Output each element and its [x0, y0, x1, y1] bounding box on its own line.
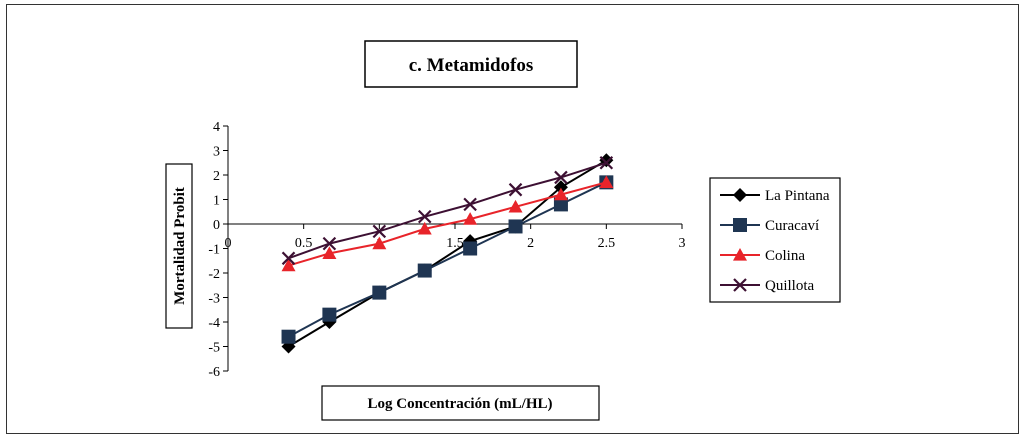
legend-label: Colina	[765, 248, 805, 264]
y-tick-label: 3	[213, 145, 220, 160]
x-tick-label: 2.5	[598, 236, 616, 251]
legend-marker	[733, 218, 747, 232]
x-axis-label: Log Concentración (mL/HL)	[368, 396, 553, 412]
data-point	[463, 242, 477, 256]
legend-item: Curacaví	[720, 218, 819, 234]
data-point	[372, 286, 386, 300]
y-tick-label: -5	[208, 341, 220, 356]
data-point	[510, 184, 522, 196]
y-tick-label: 0	[213, 218, 220, 233]
y-tick-label: 2	[213, 169, 220, 184]
series-curacavi	[282, 175, 614, 343]
x-tick-label: 1.5	[446, 236, 464, 251]
y-tick-label: 1	[213, 194, 220, 209]
chart-title: c. Metamidofos	[409, 55, 534, 76]
x-tick-label: 2	[527, 236, 534, 251]
x-tick-label: 0	[225, 236, 232, 251]
x-tick-label: 3	[679, 236, 686, 251]
y-tick-label: -2	[208, 267, 220, 282]
legend: La Pintana Curacaví Colina Quillota	[710, 178, 840, 302]
y-axis-label: Mortalidad Probit	[172, 187, 188, 305]
line-chart: c. Metamidofos -6-5-4-3-2-10123400.511.5…	[7, 5, 1020, 435]
legend-label: Curacaví	[765, 218, 819, 234]
data-point	[418, 264, 432, 278]
series-layer	[282, 153, 614, 353]
y-axis-label-box: Mortalidad Probit	[166, 164, 192, 328]
data-point	[509, 219, 523, 233]
data-point	[282, 330, 296, 344]
x-axis-label-box: Log Concentración (mL/HL)	[322, 386, 599, 420]
chart-frame: c. Metamidofos -6-5-4-3-2-10123400.511.5…	[6, 4, 1019, 434]
data-point	[322, 308, 336, 322]
chart-title-box: c. Metamidofos	[365, 41, 577, 87]
y-tick-label: 4	[213, 120, 220, 135]
legend-label: Quillota	[765, 278, 815, 294]
y-tick-label: -1	[208, 243, 220, 258]
legend-label: La Pintana	[765, 188, 830, 204]
y-tick-label: -4	[208, 316, 220, 331]
y-tick-label: -3	[208, 292, 220, 307]
data-point	[464, 198, 476, 210]
x-tick-label: 0.5	[295, 236, 313, 251]
data-point	[419, 211, 431, 223]
y-tick-label: -6	[208, 365, 220, 380]
